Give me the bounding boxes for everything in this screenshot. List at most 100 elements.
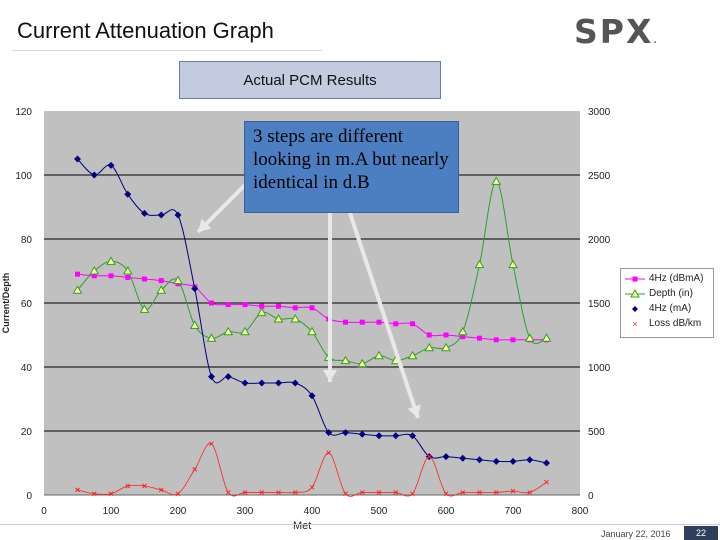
data-point-depth-in [256, 307, 267, 317]
y-left-tick-label: 80 [21, 235, 33, 246]
data-point-4hz-ma [74, 155, 81, 163]
legend-item-loss-db-km: × Loss dB/km [624, 316, 713, 331]
data-point-4hz-dbma [443, 332, 449, 338]
data-point-4hz-dbma [343, 319, 348, 325]
data-point-loss-db-km [276, 490, 281, 495]
data-point-depth-in [508, 259, 518, 269]
data-point-4hz-dbma [410, 321, 415, 327]
arrow-head [198, 218, 212, 232]
x-stroke [142, 483, 147, 489]
data-point-4hz-ma [543, 459, 550, 467]
data-point-depth-in [407, 350, 418, 360]
data-point-depth-in [206, 333, 217, 342]
logo-mark: . [653, 36, 657, 46]
legend-swatch [625, 288, 645, 297]
data-point-depth-in [189, 320, 200, 329]
data-point-4hz-ma [476, 456, 483, 464]
data-point-4hz-dbma [259, 303, 265, 309]
data-point-loss-db-km [527, 490, 533, 495]
data-point-depth-in [474, 259, 485, 269]
data-point-loss-db-km [426, 454, 432, 459]
callout-arrow-right [348, 212, 421, 419]
data-point-depth-in [541, 333, 552, 342]
data-point-4hz-ma [224, 373, 232, 381]
data-point-loss-db-km [477, 490, 482, 495]
data-point-loss-db-km [158, 487, 164, 493]
arrow-head [407, 404, 421, 418]
legend-swatch [632, 305, 638, 312]
logo-text: SPX [574, 12, 654, 51]
x-tick-label: 600 [438, 506, 455, 517]
y-right-tick-label: 2000 [588, 235, 611, 246]
data-point-loss-db-km [393, 490, 399, 495]
data-point-4hz-ma [375, 432, 383, 440]
data-point-4hz-dbma [225, 302, 231, 308]
data-point-4hz-dbma [108, 273, 114, 279]
slide-title: Current Attenuation Graph [17, 18, 274, 43]
x-stroke [326, 450, 332, 456]
y-right-tick-label: 3000 [588, 107, 611, 118]
data-point-loss-db-km [192, 467, 198, 472]
legend-item-4hz-dbma: 4Hz (dBmA) [624, 271, 713, 286]
data-point-loss-db-km [142, 483, 147, 489]
data-point-depth-in [273, 313, 284, 323]
legend-label: 4Hz (dBmA) [649, 273, 704, 284]
chart-title-box: Actual PCM Results [179, 61, 441, 99]
x-stroke [477, 490, 482, 495]
data-point-4hz-dbma [75, 271, 80, 277]
data-point-depth-in [457, 326, 468, 336]
data-point-loss-db-km [460, 490, 466, 495]
data-point-loss-db-km [510, 488, 516, 494]
data-point-4hz-dbma [477, 335, 482, 341]
x-stroke [309, 484, 315, 490]
y-left-tick-label: 20 [21, 427, 33, 438]
data-point-loss-db-km [259, 490, 265, 495]
data-point-depth-in [290, 313, 301, 323]
y-left-tick-label: 120 [15, 107, 32, 118]
arrow-shaft [348, 212, 420, 419]
x-stroke [125, 483, 131, 489]
x-stroke [91, 491, 97, 497]
y-left-axis-label: Current/Depth [1, 273, 11, 334]
data-point-4hz-ma [526, 456, 534, 464]
data-point-4hz-ma [308, 392, 316, 400]
x-stroke [410, 491, 415, 497]
x-stroke [443, 491, 449, 497]
data-point-4hz-dbma [209, 300, 214, 306]
data-point-depth-in [72, 285, 83, 294]
data-point-depth-in [139, 304, 150, 313]
data-point-loss-db-km [242, 490, 248, 495]
data-point-depth-in [491, 176, 502, 185]
chart-legend: 4Hz (dBmA) Depth (in) 4Hz (mA) × Loss dB/km [620, 268, 714, 338]
y-right-tick-label: 0 [588, 491, 594, 502]
data-point-depth-in [357, 358, 368, 368]
footer-divider [0, 524, 720, 525]
data-point-4hz-ma [291, 379, 299, 387]
x-stroke [359, 490, 365, 495]
legend-swatch [625, 276, 645, 281]
data-point-4hz-ma [275, 379, 282, 387]
x-stroke [158, 487, 164, 493]
x-stroke [426, 454, 432, 459]
callout-arrow-middle [323, 213, 337, 382]
data-point-depth-in [340, 355, 351, 365]
data-point-loss-db-km [309, 484, 315, 490]
x-tick-label: 800 [572, 506, 589, 517]
data-point-4hz-ma [90, 171, 98, 179]
data-point-4hz-ma [392, 432, 400, 440]
spx-logo: SPX. [574, 12, 657, 51]
x-stroke [343, 491, 348, 497]
data-point-4hz-dbma [91, 273, 97, 279]
data-point-loss-db-km [376, 490, 382, 495]
data-point-depth-in [122, 265, 133, 275]
x-axis-label: Met [293, 520, 312, 532]
arrow-head [323, 370, 337, 382]
data-point-4hz-ma [358, 430, 366, 438]
data-point-depth-in [441, 342, 451, 352]
data-point-depth-in [374, 350, 384, 360]
x-stroke [292, 490, 298, 495]
y-right-tick-label: 500 [588, 427, 605, 438]
footer-date: January 22, 2016 [601, 529, 671, 539]
x-stroke [493, 490, 499, 495]
